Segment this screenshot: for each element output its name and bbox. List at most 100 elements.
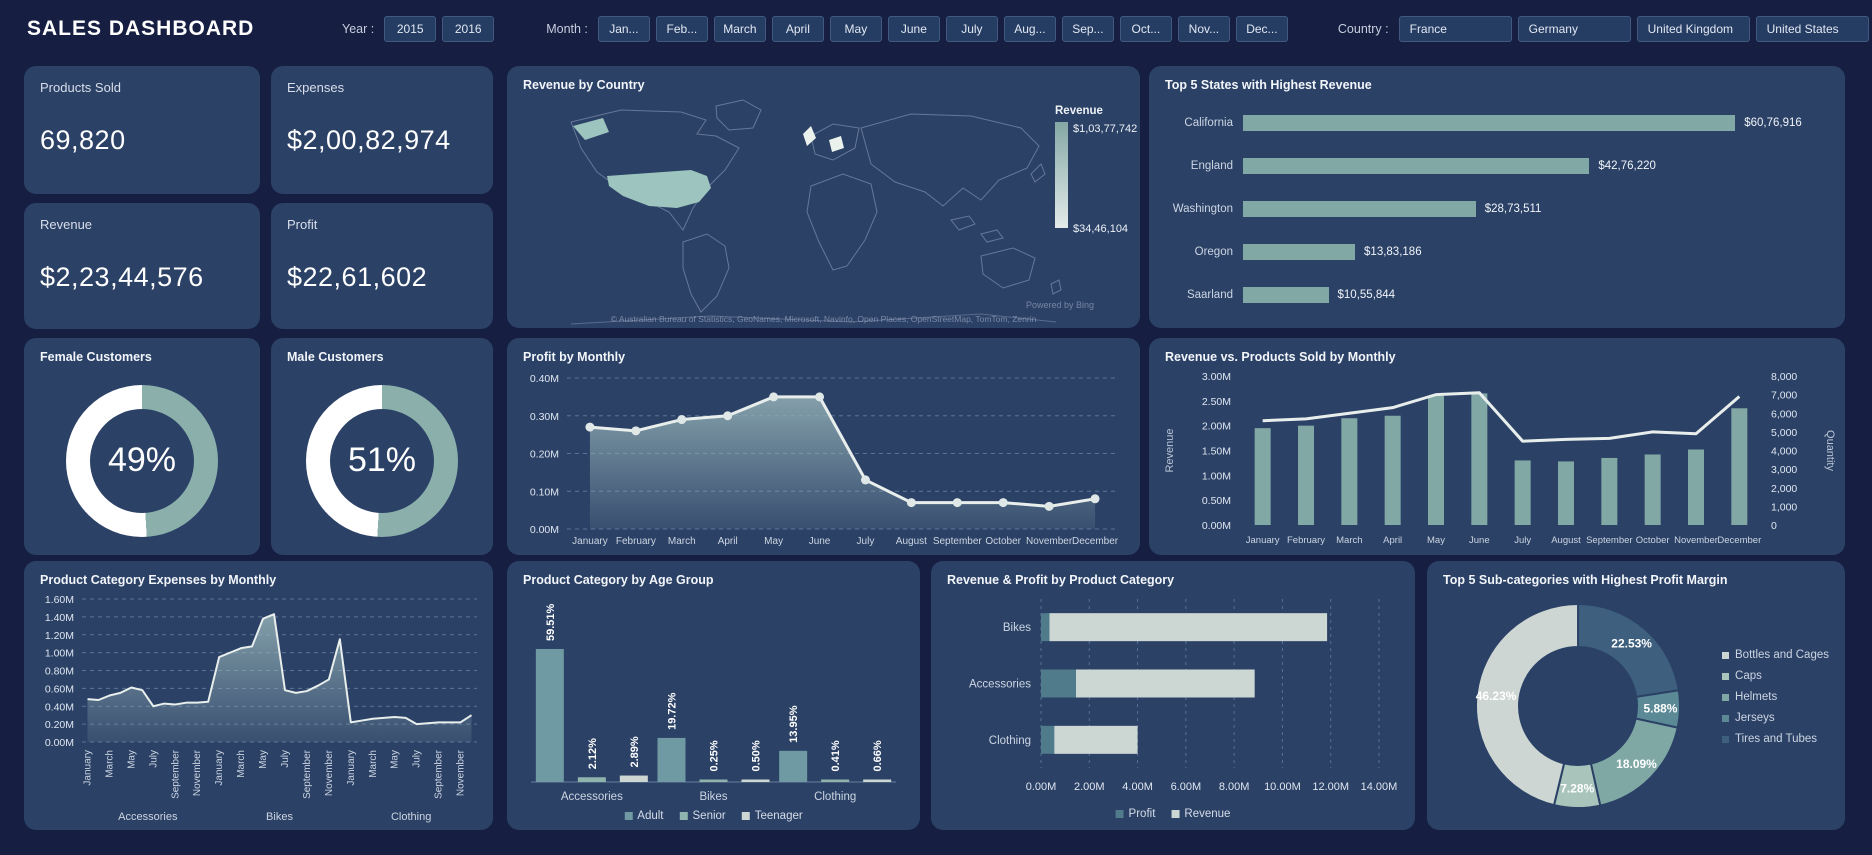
svg-text:0.20M: 0.20M (530, 449, 559, 461)
country-button-unitedstates[interactable]: United States (1755, 16, 1869, 42)
panel-title: Product Category Expenses by Monthly (40, 573, 277, 587)
revenue-bar (1514, 460, 1531, 525)
year-button-2016[interactable]: 2016 (442, 16, 495, 42)
legend-item[interactable]: Adult (624, 810, 664, 822)
top5-subcategories-donut[interactable]: 22.53% 5.88% 18.09% 7.28% 46.23% Bottles and … (1437, 589, 1835, 826)
revenue-segment[interactable] (1049, 613, 1328, 642)
legend-item[interactable]: Senior (679, 810, 726, 822)
svg-text:October: October (985, 536, 1021, 547)
country-button-germany[interactable]: Germany (1517, 16, 1631, 42)
legend-item[interactable]: Teenager (741, 810, 803, 822)
panel-title: Male Customers (287, 350, 384, 364)
revenue-profit-stacked-chart[interactable]: 0.00M 2.00M 4.00M 6.00M 8.00M 10.00M 12.00M 14.… (941, 589, 1405, 826)
profit-segment[interactable] (1041, 669, 1077, 698)
year-button-2015[interactable]: 2015 (384, 16, 437, 42)
profit-by-monthly-area-chart[interactable]: 0.00M 0.10M 0.20M 0.30M 0.40M January February… (515, 370, 1132, 551)
revenue-segment[interactable] (1076, 669, 1255, 698)
month-button-dec[interactable]: Dec... (1235, 16, 1288, 42)
month-button-april[interactable]: April (771, 16, 824, 42)
bar[interactable] (535, 649, 564, 782)
legend-item[interactable]: Caps (1722, 670, 1829, 682)
legend-item[interactable]: Profit (1115, 808, 1155, 820)
svg-text:8,000: 8,000 (1771, 371, 1797, 383)
month-filter-label: Month : (546, 22, 588, 36)
month-button-jan[interactable]: Jan... (597, 16, 650, 42)
male-customers-donut[interactable]: 51% (271, 366, 493, 555)
donut-ring[interactable]: 51% (306, 384, 458, 537)
svg-text:1.00M: 1.00M (1202, 470, 1231, 482)
svg-text:March: March (104, 750, 115, 778)
svg-text:July: July (1514, 535, 1531, 546)
month-button-sep[interactable]: Sep... (1061, 16, 1114, 42)
svg-text:June: June (1469, 535, 1490, 546)
svg-text:46.23%: 46.23% (1476, 689, 1517, 703)
svg-text:5,000: 5,000 (1771, 427, 1797, 439)
donut-slice[interactable] (1475, 602, 1580, 807)
svg-text:0.00M: 0.00M (1026, 781, 1057, 793)
female-customers-donut[interactable]: 49% (24, 366, 260, 555)
profit-segment[interactable] (1041, 613, 1050, 642)
bar-row[interactable]: California $60,76,916 (1165, 115, 1829, 132)
bar-row[interactable]: Saarland $10,55,844 (1165, 286, 1829, 303)
kpi-card-revenue: Revenue $2,23,44,576 (24, 203, 260, 329)
bar-row[interactable]: England $42,76,220 (1165, 158, 1829, 175)
svg-text:2.00M: 2.00M (1074, 781, 1105, 793)
svg-text:3.00M: 3.00M (1202, 371, 1231, 383)
data-point (952, 498, 962, 508)
month-button-may[interactable]: May (829, 16, 882, 42)
month-button-june[interactable]: June (887, 16, 940, 42)
bar[interactable] (699, 779, 728, 783)
svg-text:6,000: 6,000 (1771, 408, 1797, 420)
svg-text:0.60M: 0.60M (45, 683, 74, 695)
bar[interactable] (1243, 286, 1329, 303)
bar-category-label: England (1190, 160, 1233, 173)
month-button-nov[interactable]: Nov... (1177, 16, 1230, 42)
svg-text:0.10M: 0.10M (530, 486, 559, 498)
month-button-oct[interactable]: Oct... (1119, 16, 1172, 42)
bar[interactable] (1243, 115, 1736, 132)
legend-item[interactable]: Helmets (1722, 691, 1829, 703)
bar[interactable] (741, 779, 770, 783)
bar[interactable] (657, 737, 686, 782)
svg-text:January: January (214, 750, 225, 786)
data-point (906, 498, 916, 508)
bar-row[interactable]: Washington $28,73,511 (1165, 200, 1829, 217)
top5-states-bar-chart[interactable]: California $60,76,916 England $42,76,220 Was… (1165, 102, 1829, 316)
data-point (677, 415, 687, 425)
bar-value-label: $42,76,220 (1598, 160, 1656, 173)
bar[interactable] (577, 777, 606, 782)
legend-item[interactable]: Bottles and Cages (1722, 649, 1829, 661)
donut-ring[interactable]: 49% (66, 384, 218, 537)
kpi-card-products-sold: Products Sold 69,820 (24, 66, 260, 194)
bar[interactable] (821, 779, 850, 783)
chart-legend: Profit Revenue (1115, 808, 1230, 820)
bar[interactable] (863, 779, 892, 783)
revenue-by-country-map[interactable]: Revenue $1,03,77,742 $34,46,104 Powered by … (507, 90, 1140, 328)
bar[interactable] (619, 775, 648, 782)
category-expenses-area-chart[interactable]: 0.00M 0.20M 0.40M 0.60M 0.80M 1.00M 1.20M 1.40M… (32, 591, 485, 826)
month-button-july[interactable]: July (945, 16, 998, 42)
svg-text:May: May (1427, 535, 1445, 546)
country-button-unitedkingdom[interactable]: United Kingdom (1636, 16, 1750, 42)
age-group-bar-chart[interactable]: 59.51% 2.12% 2.89% Accessories 19.72% 0.25% 0.… (517, 587, 910, 826)
revenue-vs-products-combo-chart[interactable]: 0.00M 0.50M 1.00M 1.50M 2.00M 2.50M 3.00M 0 1,00… (1157, 368, 1837, 551)
country-button-france[interactable]: France (1398, 16, 1512, 42)
legend-item[interactable]: Tires and Tubes (1722, 733, 1829, 745)
month-filter: Month : Jan... Feb... March April May June Jul… (546, 16, 1288, 42)
bar[interactable] (1243, 200, 1476, 217)
revenue-segment[interactable] (1054, 725, 1138, 754)
legend-item[interactable]: Jerseys (1722, 712, 1829, 724)
bar[interactable] (1243, 158, 1590, 175)
bar[interactable] (1243, 243, 1356, 260)
svg-text:May: May (258, 750, 269, 769)
svg-text:0.30M: 0.30M (530, 411, 559, 423)
panel-title: Female Customers (40, 350, 152, 364)
bar-row[interactable]: Oregon $13,83,186 (1165, 243, 1829, 260)
month-button-aug[interactable]: Aug... (1003, 16, 1056, 42)
donut-slice[interactable] (1577, 602, 1680, 699)
profit-segment[interactable] (1041, 725, 1055, 754)
month-button-feb[interactable]: Feb... (655, 16, 708, 42)
bar[interactable] (779, 750, 808, 782)
month-button-march[interactable]: March (713, 16, 766, 42)
legend-item[interactable]: Revenue (1171, 808, 1230, 820)
